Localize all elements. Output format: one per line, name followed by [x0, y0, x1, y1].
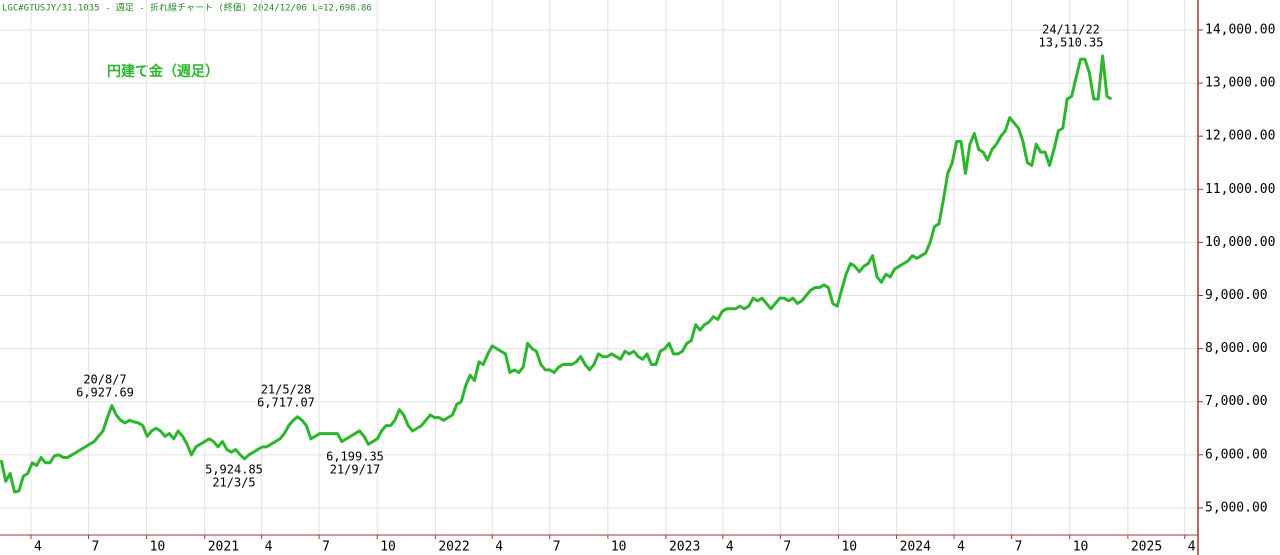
- x-tick-label: 7: [783, 540, 791, 555]
- x-tick-label: 7: [553, 540, 561, 555]
- x-tick-label: 10: [611, 540, 627, 555]
- price-line: [0, 54, 1113, 494]
- annotation: 5,924.85: [205, 463, 263, 477]
- annotation: 21/3/5: [212, 476, 255, 490]
- annotation: 6,927.69: [76, 386, 134, 400]
- y-tick-label: 6,000.00: [1205, 447, 1268, 462]
- x-tick-label: 10: [150, 540, 166, 555]
- x-tick-label: 4: [495, 540, 503, 555]
- x-tick-label: 4: [957, 540, 965, 555]
- annotation: 21/9/17: [330, 463, 381, 477]
- y-tick-label: 5,000.00: [1205, 500, 1268, 515]
- x-tick-label: 2023: [669, 540, 700, 555]
- y-tick-label: 8,000.00: [1205, 341, 1268, 356]
- y-tick-label: 9,000.00: [1205, 288, 1268, 303]
- annotation: 13,510.35: [1038, 36, 1103, 50]
- grid: [0, 0, 1198, 535]
- annotation: 24/11/22: [1042, 23, 1100, 37]
- chart-header: LGC#GTUSJY/31.1035 - 週足 - 折れ線チャート (終値) 2…: [2, 2, 372, 14]
- y-tick-label: 10,000.00: [1205, 235, 1275, 250]
- x-tick-label: 7: [322, 540, 330, 555]
- chart-title: 円建て金（週足）: [107, 63, 219, 80]
- annotation: 6,717.07: [257, 396, 315, 410]
- x-tick-label: 4: [726, 540, 734, 555]
- y-tick-label: 11,000.00: [1205, 182, 1275, 197]
- x-tick-label: 4: [265, 540, 273, 555]
- x-tick-label: 7: [1015, 540, 1023, 555]
- annotation: 6,199.35: [326, 450, 384, 464]
- x-tick-label: 2025: [1131, 540, 1162, 555]
- x-tick-label: 2021: [208, 540, 239, 555]
- y-tick-label: 14,000.00: [1205, 23, 1275, 38]
- annotation: 21/5/28: [261, 383, 312, 397]
- x-tick-label: 10: [1073, 540, 1089, 555]
- x-tick-label: 7: [91, 540, 99, 555]
- y-tick-label: 12,000.00: [1205, 129, 1275, 144]
- x-tick-label: 2024: [900, 540, 931, 555]
- y-tick-label: 13,000.00: [1205, 76, 1275, 91]
- x-tick-label: 2022: [438, 540, 469, 555]
- x-tick-label: 10: [841, 540, 857, 555]
- x-tick-label: 10: [380, 540, 396, 555]
- x-tick-label: 4: [34, 540, 42, 555]
- x-tick-label: 4: [1188, 540, 1196, 555]
- annotation: 20/8/7: [83, 373, 126, 387]
- y-tick-label: 7,000.00: [1205, 394, 1268, 409]
